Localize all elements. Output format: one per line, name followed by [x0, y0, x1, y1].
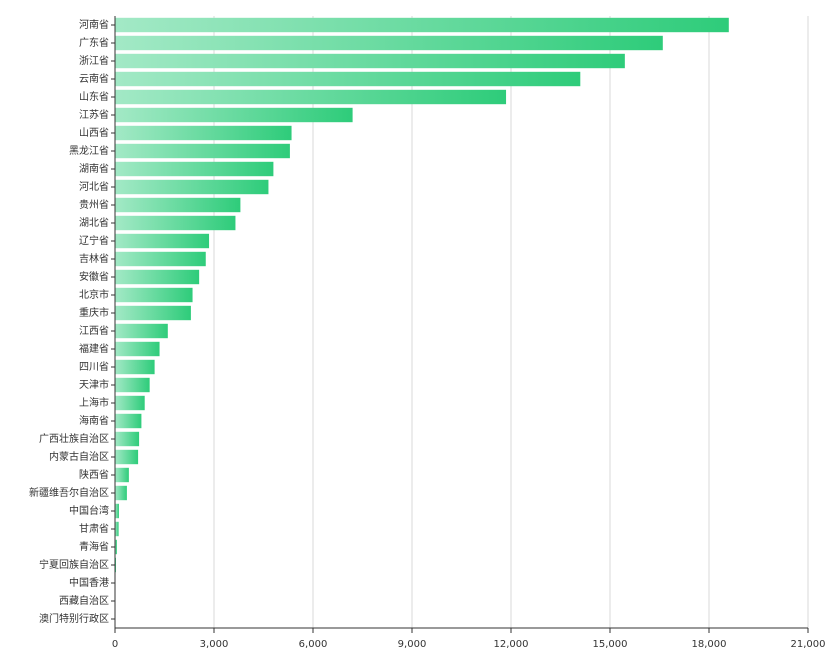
- x-tick-label: 9,000: [398, 639, 427, 650]
- bar: [115, 503, 119, 519]
- y-tick-label: 重庆市: [79, 306, 109, 319]
- y-tick-label: 天津市: [79, 378, 109, 391]
- bar: [115, 35, 663, 51]
- bar: [115, 323, 168, 339]
- y-tick-label: 青海省: [79, 540, 109, 553]
- bar: [115, 179, 269, 195]
- y-tick-label: 安徽省: [79, 270, 109, 283]
- y-tick-label: 中国香港: [69, 576, 109, 589]
- y-tick-label: 黑龙江省: [69, 144, 109, 157]
- bar: [115, 251, 206, 267]
- bar: [115, 467, 129, 483]
- y-tick-label: 江苏省: [79, 108, 109, 121]
- x-tick-label: 15,000: [593, 639, 628, 650]
- y-tick-label: 海南省: [79, 414, 109, 427]
- x-tick-label: 12,000: [494, 639, 529, 650]
- y-tick-label: 浙江省: [79, 54, 109, 67]
- bar: [115, 539, 117, 555]
- bar: [115, 413, 142, 429]
- bar: [115, 53, 625, 69]
- y-tick-label: 河南省: [79, 18, 109, 31]
- bar: [115, 161, 274, 177]
- y-tick-label: 北京市: [79, 288, 109, 301]
- x-tick-label: 6,000: [299, 639, 328, 650]
- bar: [115, 71, 581, 87]
- y-tick-label: 贵州省: [79, 198, 109, 211]
- y-tick-label: 山东省: [79, 90, 109, 103]
- bar: [115, 305, 191, 321]
- bar: [115, 395, 145, 411]
- x-tick-label: 0: [112, 639, 118, 650]
- bar: [115, 377, 150, 393]
- bar: [115, 143, 290, 159]
- y-tick-label: 西藏自治区: [59, 594, 109, 607]
- y-tick-label: 河北省: [79, 180, 109, 193]
- bar: [115, 287, 193, 303]
- bar: [115, 521, 119, 537]
- y-tick-label: 江西省: [79, 324, 109, 337]
- y-tick-label: 湖南省: [79, 162, 109, 175]
- y-tick-label: 新疆维吾尔自治区: [29, 486, 109, 499]
- y-tick-label: 山西省: [79, 126, 109, 139]
- y-tick-label: 广西壮族自治区: [39, 432, 109, 445]
- x-tick-label: 3,000: [200, 639, 229, 650]
- bar: [115, 359, 155, 375]
- bar: [115, 341, 160, 357]
- y-tick-label: 四川省: [79, 360, 109, 373]
- bar: [115, 197, 241, 213]
- bar: [115, 215, 236, 231]
- x-tick-label: 21,000: [791, 639, 825, 650]
- bar: [115, 17, 729, 33]
- bar: [115, 485, 127, 501]
- y-tick-label: 内蒙古自治区: [49, 450, 109, 463]
- y-tick-label: 陕西省: [79, 468, 109, 481]
- bar: [115, 107, 353, 123]
- bar: [115, 125, 292, 141]
- bar: [115, 449, 139, 465]
- bar: [115, 89, 507, 105]
- y-tick-label: 云南省: [79, 72, 109, 85]
- bar: [115, 431, 140, 447]
- bar: [115, 233, 210, 249]
- y-tick-label: 甘肃省: [79, 522, 109, 535]
- y-tick-label: 广东省: [79, 36, 109, 49]
- y-tick-label: 辽宁省: [79, 234, 109, 247]
- y-tick-label: 中国台湾: [69, 504, 109, 517]
- y-tick-label: 吉林省: [79, 252, 109, 265]
- y-tick-label: 上海市: [79, 396, 109, 409]
- y-tick-label: 福建省: [79, 342, 109, 355]
- y-tick-label: 澳门特别行政区: [39, 612, 109, 625]
- bar: [115, 269, 200, 285]
- y-tick-label: 湖北省: [79, 216, 109, 229]
- y-tick-label: 宁夏回族自治区: [39, 558, 109, 571]
- x-tick-label: 18,000: [692, 639, 727, 650]
